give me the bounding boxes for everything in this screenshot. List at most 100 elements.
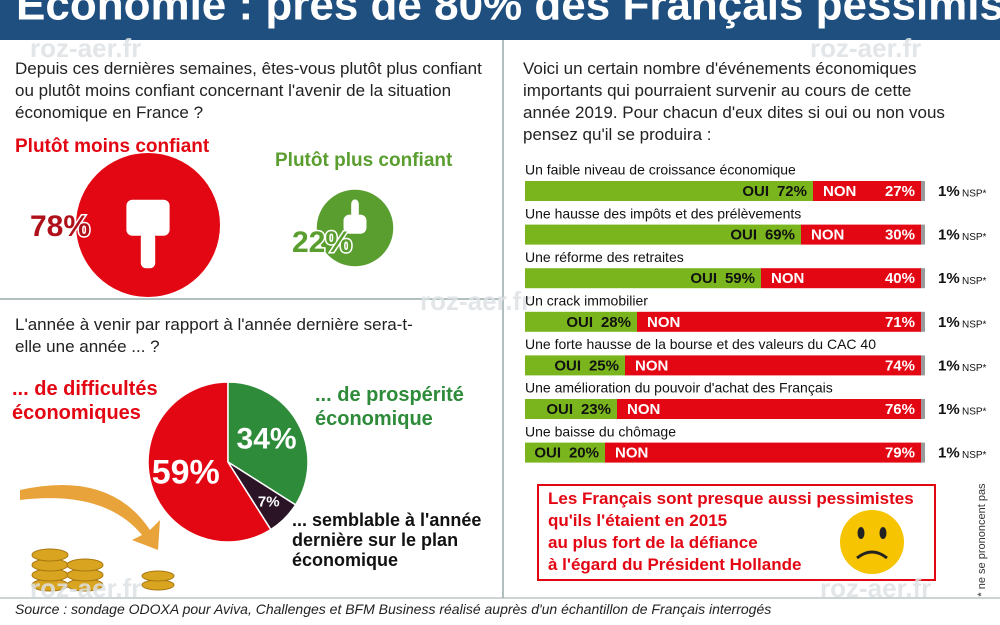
series-label: NON (615, 445, 648, 462)
source: Source : sondage ODOXA pour Aviva, Chall… (15, 601, 772, 617)
value-label: 20% (569, 445, 599, 462)
watermark: roz-aer.fr (820, 573, 931, 603)
thumb-icon (343, 214, 367, 234)
value-label: 1% (938, 270, 960, 287)
bar-segment (525, 181, 813, 201)
value-label: 71% (885, 314, 915, 331)
bar-segment (605, 442, 921, 463)
callout-line: Les Français sont presque aussi pessimis… (548, 489, 914, 508)
series-label: NSP* (962, 363, 987, 374)
callout-line: au plus fort de la défiance (548, 533, 758, 552)
callout-line: qu'ils l'étaient en 2015 (548, 511, 728, 530)
series-label: NSP* (962, 232, 987, 243)
bar-segment (525, 355, 625, 376)
bar-segment (921, 355, 925, 376)
coins-decoration (31, 548, 175, 592)
series-label: NON (823, 183, 856, 200)
series-label: NSP* (962, 319, 987, 330)
watermark: roz-aer.fr (30, 33, 141, 63)
bar-segment (525, 224, 801, 245)
value-label: 59% (725, 270, 755, 287)
bar-segment (525, 268, 761, 289)
bar-segment (625, 355, 921, 376)
value-label: 1% (938, 314, 960, 331)
bar-segment (921, 442, 925, 463)
question: Voici un certain nombre d'événements éco… (523, 59, 945, 144)
watermark: roz-aer.fr (810, 33, 921, 63)
bar-segment (921, 181, 925, 201)
value-label: 1% (938, 401, 960, 418)
series-label: OUI (546, 401, 573, 418)
value-label: 22% (292, 226, 352, 259)
series-label: NON (771, 270, 804, 287)
value-label: 27% (885, 183, 915, 200)
bar-segment (525, 399, 617, 419)
row-label: Une baisse du chômage (525, 423, 676, 439)
bar-segment (921, 224, 925, 245)
question: Depuis ces dernières semaines, êtes-vous… (15, 59, 482, 122)
bar-segment (921, 311, 925, 332)
bar-segment (637, 311, 921, 332)
value-label: 7% (258, 494, 280, 511)
row-label: Une réforme des retraites (525, 249, 684, 265)
bar-segment (761, 268, 921, 289)
category-label: Plutôt plus confiant (275, 150, 453, 171)
callout-text: Les Français sont presque aussi pessimis… (548, 488, 914, 576)
bar-segment (921, 399, 925, 419)
value-label: 40% (885, 270, 915, 287)
value-label: 34% (237, 423, 297, 456)
row-label: Un faible niveau de croissance économiqu… (525, 162, 796, 178)
row-label: Un crack immobilier (525, 293, 648, 309)
value-label: 1% (938, 227, 960, 244)
series-label: OUI (742, 183, 769, 200)
series-label: OUI (690, 270, 717, 287)
watermark: roz-aer.fr (30, 573, 141, 603)
value-label: 25% (589, 357, 619, 374)
series-label: NSP* (962, 189, 987, 200)
pie-slice (227, 461, 297, 531)
pie-slice (147, 381, 272, 543)
series-label: NSP* (962, 450, 987, 461)
value-label: 74% (885, 357, 915, 374)
value-label: 69% (765, 227, 795, 244)
bar-segment (813, 181, 921, 201)
question: L'année à venir par rapport à l'année de… (15, 315, 413, 356)
series-label: NSP* (962, 276, 987, 287)
value-label: 78% (30, 210, 90, 243)
arrow-decoration (20, 485, 160, 550)
value-label: 76% (885, 401, 915, 418)
series-label: NON (811, 227, 844, 244)
pie-category: ... de prospérité économique (315, 384, 464, 430)
callout-line: à l'égard du Président Hollande (548, 555, 802, 574)
series-label: NON (627, 401, 660, 418)
value-label: 28% (601, 314, 631, 331)
value-label: 72% (777, 183, 807, 200)
value-label: 1% (938, 357, 960, 374)
series-label: NON (635, 357, 668, 374)
pie-category: ... de difficultés économiques (12, 378, 158, 424)
bar-segment (525, 442, 605, 463)
value-label: 23% (581, 401, 611, 418)
value-label: 1% (938, 183, 960, 200)
series-label: OUI (554, 357, 581, 374)
header-title: Économie : près de 80% des Français pess… (16, 0, 1000, 30)
footnote: * ne se prononcent pas (976, 483, 988, 597)
category-label: Plutôt moins confiant (15, 136, 210, 157)
series-label: OUI (534, 445, 561, 462)
header-band (0, 0, 1000, 40)
value-label: 1% (938, 445, 960, 462)
series-label: OUI (730, 227, 757, 244)
value-label: 79% (885, 445, 915, 462)
thumb-icon (126, 199, 170, 236)
bar-segment (525, 311, 637, 332)
thumb-icon (351, 199, 359, 219)
thumb-icon (140, 232, 156, 269)
sad-face (840, 510, 904, 574)
series-label: OUI (566, 314, 593, 331)
bar-segment (801, 224, 921, 245)
row-label: Une amélioration du pouvoir d'achat des … (525, 380, 833, 396)
watermark: roz-aer.fr (420, 286, 531, 316)
